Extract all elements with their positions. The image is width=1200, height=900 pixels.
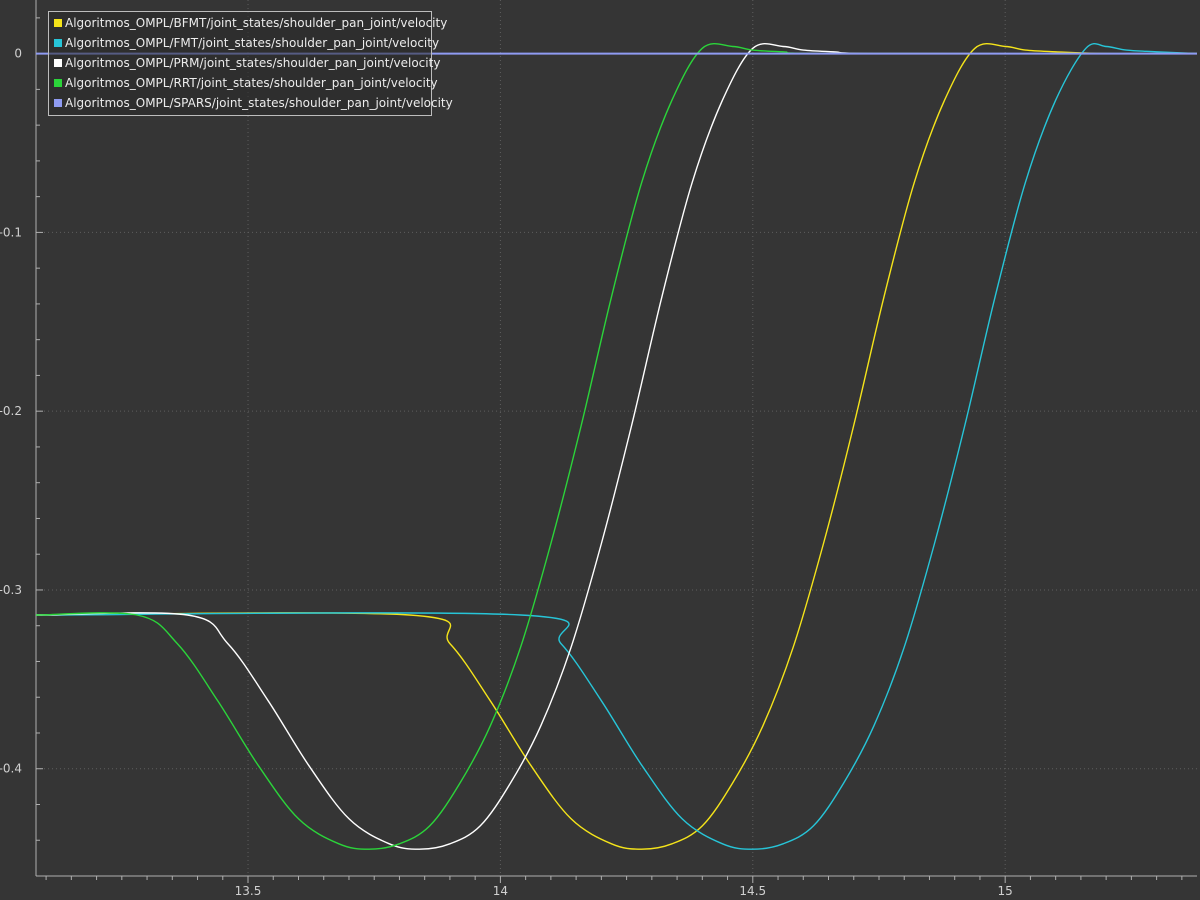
- legend-entry[interactable]: Algoritmos_OMPL/FMT/joint_states/shoulde…: [49, 33, 439, 53]
- legend-label: Algoritmos_OMPL/BFMT/joint_states/should…: [65, 16, 448, 30]
- y-tick-label: -0.2: [0, 404, 22, 418]
- y-tick-label: -0.4: [0, 762, 22, 776]
- series-line-4[interactable]: [35, 42, 1198, 850]
- series-lines: [35, 42, 1198, 850]
- grid: [36, 0, 1197, 876]
- legend-label: Algoritmos_OMPL/SPARS/joint_states/shoul…: [65, 96, 453, 110]
- legend-swatch: [54, 19, 62, 27]
- legend-label: Algoritmos_OMPL/FMT/joint_states/shoulde…: [65, 36, 440, 50]
- series-line-3[interactable]: [35, 42, 1198, 850]
- legend[interactable]: Algoritmos_OMPL/BFMT/joint_states/should…: [48, 11, 453, 116]
- legend-entry[interactable]: Algoritmos_OMPL/RRT/joint_states/shoulde…: [49, 73, 438, 93]
- x-tick-label: 15: [998, 884, 1013, 898]
- legend-entry[interactable]: Algoritmos_OMPL/PRM/joint_states/shoulde…: [49, 53, 440, 73]
- x-tick-label: 14.5: [739, 884, 766, 898]
- legend-swatch: [54, 39, 62, 47]
- x-tick-label: 14: [493, 884, 508, 898]
- legend-swatch: [54, 59, 62, 67]
- y-tick-label: 0: [14, 47, 22, 61]
- x-tick-label: 13.5: [235, 884, 262, 898]
- legend-label: Algoritmos_OMPL/RRT/joint_states/shoulde…: [65, 76, 438, 90]
- legend-entry[interactable]: Algoritmos_OMPL/SPARS/joint_states/shoul…: [49, 93, 453, 113]
- series-line-2[interactable]: [35, 42, 1198, 850]
- y-tick-label: -0.3: [0, 583, 22, 597]
- y-tick-label: -0.1: [0, 225, 22, 239]
- legend-entry[interactable]: Algoritmos_OMPL/BFMT/joint_states/should…: [49, 13, 447, 33]
- series-line-1[interactable]: [35, 42, 1198, 850]
- legend-swatch: [54, 99, 62, 107]
- legend-swatch: [54, 79, 62, 87]
- legend-label: Algoritmos_OMPL/PRM/joint_states/shoulde…: [65, 56, 441, 70]
